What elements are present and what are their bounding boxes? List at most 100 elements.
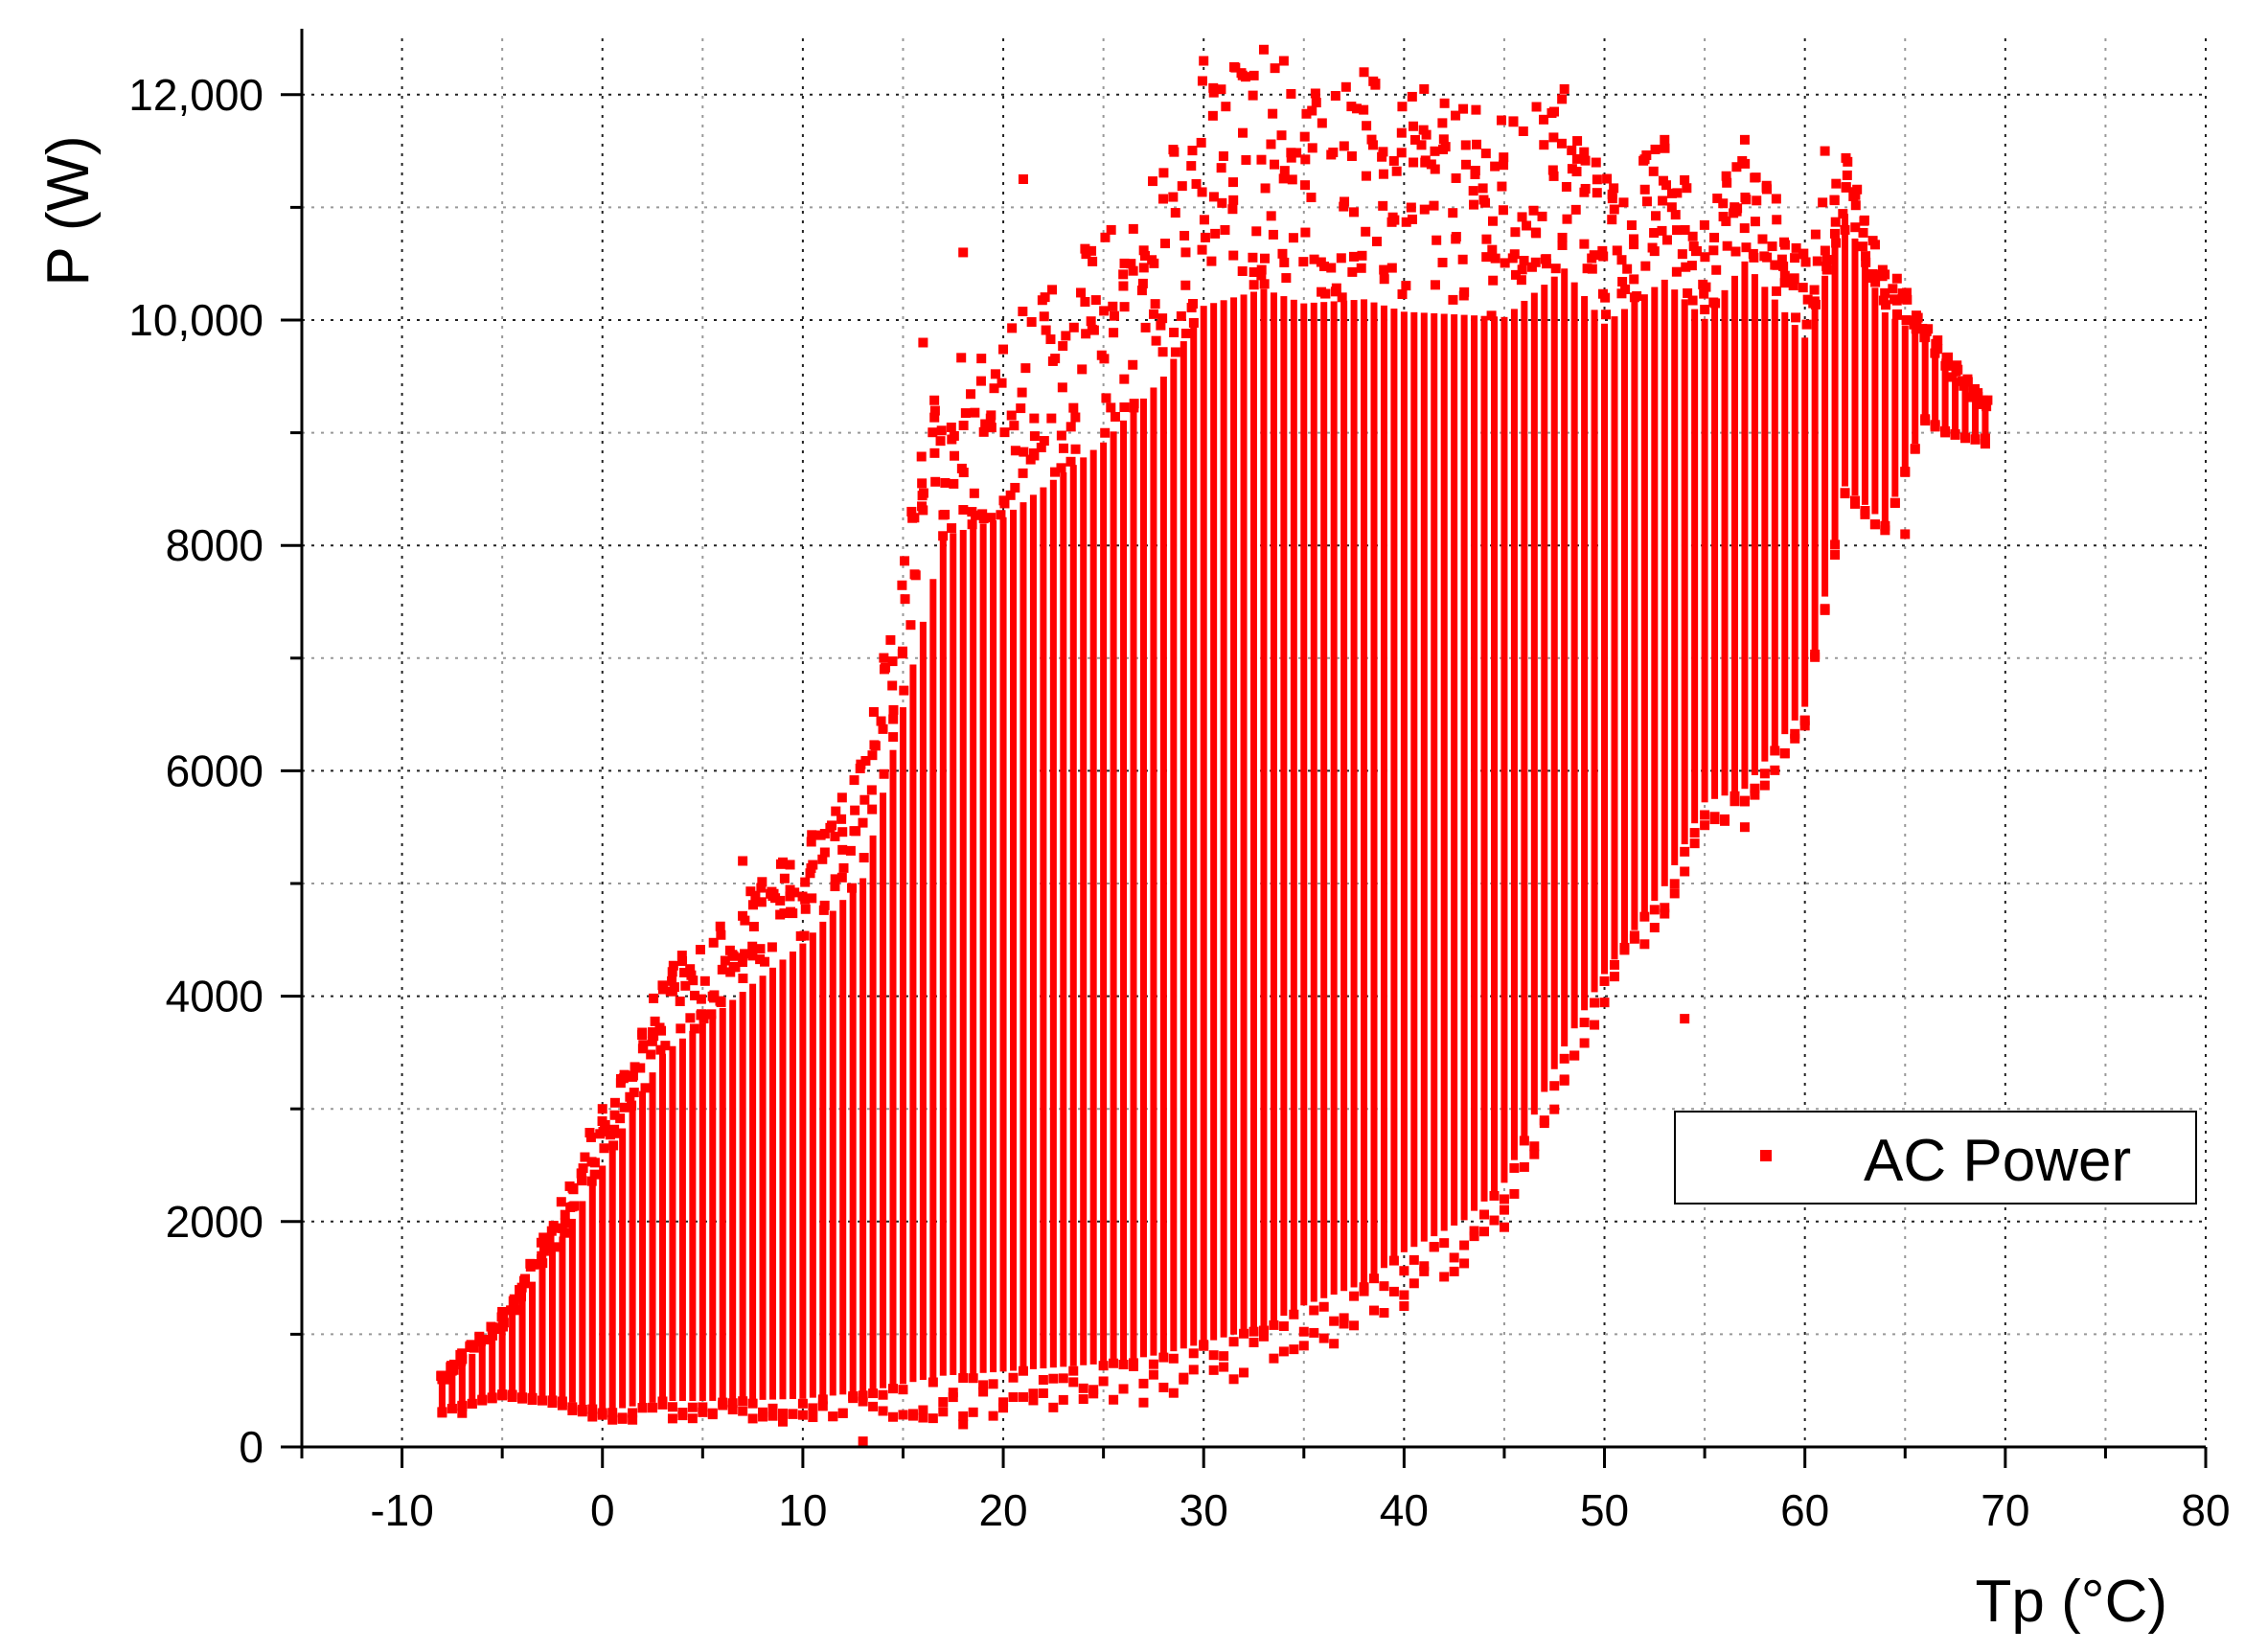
data-point [1258, 44, 1269, 55]
data-point [619, 1102, 630, 1113]
data-point [1517, 264, 1527, 275]
data-point [1238, 127, 1248, 138]
data-point [1359, 1286, 1369, 1296]
data-point [970, 526, 977, 1374]
data-point [1561, 268, 1569, 1047]
data-point [757, 877, 767, 887]
data-point [1680, 224, 1690, 235]
data-point [881, 662, 891, 673]
data-point [1186, 161, 1197, 172]
data-point [1379, 274, 1389, 285]
data-point [1197, 76, 1207, 86]
data-point [1481, 252, 1492, 263]
data-point [738, 1396, 748, 1407]
data-point [1180, 230, 1190, 241]
data-point [1157, 313, 1168, 324]
data-point [727, 1405, 738, 1415]
data-point [559, 1236, 566, 1400]
data-point [1356, 263, 1366, 273]
data-point [1681, 262, 1691, 272]
data-point [1199, 1341, 1209, 1351]
data-point [1730, 791, 1740, 801]
data-point [1069, 465, 1077, 1366]
data-point [1980, 433, 1990, 444]
data-point [1237, 265, 1248, 276]
data-point [1220, 300, 1227, 1338]
data-point [958, 1373, 969, 1384]
data-point [1468, 186, 1478, 196]
data-point [1351, 103, 1362, 114]
y-tick-label: 12,000 [128, 70, 263, 120]
data-point [1759, 769, 1770, 779]
data-point [1188, 1348, 1199, 1359]
data-point [1750, 217, 1760, 227]
data-point [958, 1411, 969, 1421]
data-point [917, 478, 928, 489]
data-point [1767, 241, 1777, 252]
data-point [866, 785, 877, 795]
data-point [1888, 284, 1898, 294]
data-point [737, 956, 747, 967]
data-point [635, 1063, 646, 1073]
data-point [1409, 157, 1419, 168]
data-point [1980, 439, 1990, 449]
data-point [1721, 289, 1729, 796]
data-point [898, 646, 908, 656]
data-point [950, 533, 957, 1375]
data-point [1318, 1333, 1329, 1343]
data-point [1070, 444, 1081, 454]
data-point [1076, 287, 1087, 298]
data-point [1932, 353, 1939, 424]
data-point [1809, 285, 1820, 295]
data-point [1248, 70, 1259, 80]
data-point [1259, 253, 1270, 264]
data-point [797, 891, 808, 902]
data-point [767, 1403, 778, 1413]
data-point [1268, 229, 1278, 240]
data-point [876, 716, 886, 726]
data-point [976, 354, 987, 364]
data-point [1169, 327, 1180, 337]
data-point [1227, 177, 1238, 188]
data-point [1388, 1255, 1399, 1266]
data-point [1200, 232, 1210, 242]
data-point [1340, 81, 1351, 92]
data-point [1489, 1190, 1500, 1201]
data-point [1739, 134, 1750, 145]
data-point [779, 908, 790, 919]
data-point [929, 579, 937, 1378]
data-point [858, 1436, 868, 1447]
data-point [1607, 215, 1617, 225]
data-point [1061, 331, 1071, 341]
data-point [1217, 197, 1227, 208]
data-point [1791, 242, 1801, 253]
data-point [898, 1385, 908, 1395]
data-point [1811, 307, 1819, 653]
data-point [1941, 358, 1952, 369]
data-point [1741, 242, 1752, 253]
data-point [1362, 121, 1372, 131]
data-point [1490, 253, 1500, 264]
data-point [1539, 1118, 1549, 1129]
data-point [475, 1335, 486, 1345]
data-point [1609, 972, 1619, 982]
data-point [738, 1406, 748, 1416]
data-point [1118, 269, 1129, 280]
data-point [1602, 173, 1613, 184]
data-point [1449, 1252, 1459, 1263]
data-point [1550, 276, 1558, 1069]
data-point [615, 1113, 626, 1124]
data-point [1056, 430, 1066, 441]
data-point [1009, 421, 1019, 431]
data-point [687, 1413, 698, 1424]
data-point [1288, 233, 1298, 243]
data-point [1971, 397, 1979, 440]
data-point [1458, 103, 1469, 114]
data-point [1750, 783, 1760, 793]
data-point [1279, 166, 1290, 176]
data-point [1529, 1149, 1540, 1159]
data-point [509, 1312, 516, 1394]
data-point [878, 1406, 888, 1416]
data-point [1649, 923, 1660, 933]
data-point [1762, 252, 1773, 263]
